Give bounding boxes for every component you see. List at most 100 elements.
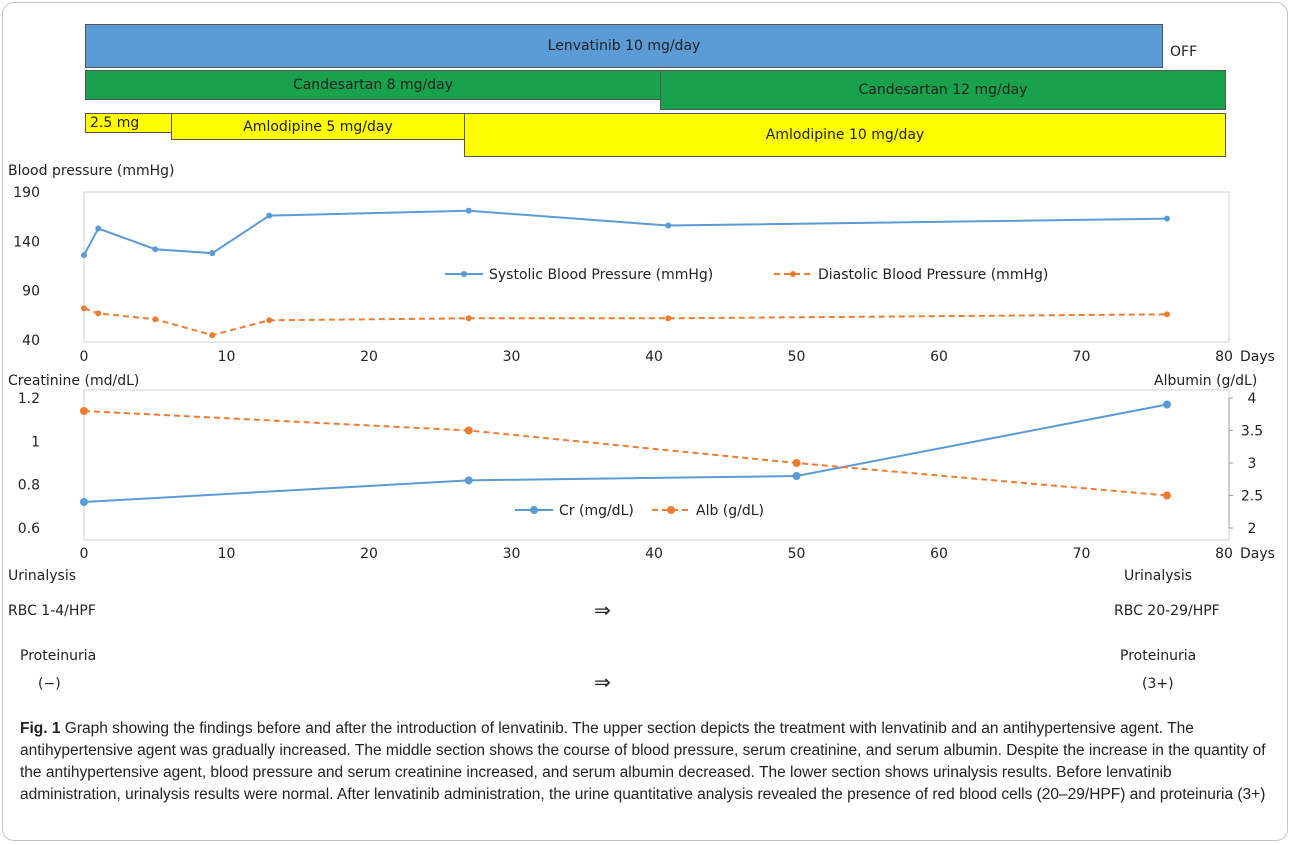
lab-series-0-line bbox=[83, 403, 1168, 503]
lab-right-y-tick-label: 3.5 bbox=[1241, 424, 1263, 440]
bp-x-tick-label: 10 bbox=[218, 349, 236, 365]
bp-legend-marker-1 bbox=[790, 271, 796, 277]
candesartan-12-bar: Candesartan 12 mg/day bbox=[660, 70, 1226, 110]
lab-y-axis-label-right: Albumin (g/dL) bbox=[1154, 373, 1257, 389]
proteinuria-arrow: ⇒ bbox=[594, 670, 611, 694]
bp-y-tick-label: 140 bbox=[13, 234, 40, 250]
lab-series-1-line bbox=[83, 410, 1168, 497]
lab-x-tick-label: 70 bbox=[1073, 546, 1091, 562]
amlodipine-5-label: Amlodipine 5 mg/day bbox=[243, 118, 393, 135]
urinalysis-left-title: Urinalysis bbox=[8, 568, 76, 584]
lab-y-tick-label: 0.6 bbox=[18, 521, 40, 537]
lab-series-0-point bbox=[464, 476, 473, 485]
lab-series-1-point bbox=[792, 459, 801, 467]
lab-x-tick-label: 20 bbox=[360, 546, 378, 562]
bp-series-1-point bbox=[152, 316, 159, 323]
rbc-arrow: ⇒ bbox=[594, 598, 611, 622]
caption-text: Graph showing the findings before and af… bbox=[20, 720, 1266, 803]
bp-series-0-point bbox=[152, 246, 159, 253]
lab-legend-label-1: Alb (g/dL) bbox=[696, 503, 764, 519]
bp-x-axis-label: Days bbox=[1240, 349, 1275, 365]
bp-y-tick-label: 190 bbox=[13, 185, 40, 201]
bp-series-0-point bbox=[209, 250, 216, 257]
lab-series-1-point bbox=[80, 407, 88, 415]
bp-series-1-point bbox=[209, 332, 216, 339]
lab-x-tick-label: 60 bbox=[930, 546, 948, 562]
bp-series-1-point bbox=[465, 315, 472, 322]
charts-svg: Blood pressure (mmHg) Days 0 10 20 30 40 50 60… bbox=[8, 163, 1275, 562]
urinalysis-right-title: Urinalysis bbox=[1124, 568, 1192, 584]
lenvatinib-bar: Lenvatinib 10 mg/day bbox=[85, 24, 1163, 68]
bp-series-0-point bbox=[665, 222, 672, 229]
lab-x-tick-label: 80 bbox=[1215, 546, 1233, 562]
bp-x-tick-label: 70 bbox=[1073, 349, 1091, 365]
bp-series-0-point bbox=[81, 252, 87, 259]
bp-series-1-point bbox=[81, 305, 87, 312]
bp-series-1-point bbox=[665, 315, 672, 322]
lab-y-tick-label: 1 bbox=[31, 434, 40, 450]
bp-series-1-line bbox=[83, 307, 1168, 337]
bp-legend: Systolic Blood Pressure (mmHg) Diastolic … bbox=[445, 267, 1048, 283]
bp-series-0-point bbox=[95, 225, 102, 232]
lab-series-0-point bbox=[792, 472, 801, 480]
lab-right-y-tick-label: 4 bbox=[1248, 391, 1257, 407]
lab-y-tick-label: 1.2 bbox=[18, 391, 40, 407]
urinalysis-right-rbc: RBC 20-29/HPF bbox=[1114, 603, 1220, 619]
lab-series-0-point bbox=[1163, 400, 1171, 409]
lab-series-1-point bbox=[464, 426, 473, 435]
lab-y-tick-label: 0.8 bbox=[18, 478, 40, 494]
lenvatinib-label: Lenvatinib 10 mg/day bbox=[547, 38, 701, 54]
bp-x-tick-label: 20 bbox=[360, 349, 378, 365]
lenvatinib-off-label: OFF bbox=[1170, 44, 1198, 60]
amlodipine-10-bar: Amlodipine 10 mg/day bbox=[464, 113, 1226, 157]
amlodipine-5-bar: Amlodipine 5 mg/day bbox=[171, 113, 465, 140]
bp-y-tick-label: 90 bbox=[22, 284, 40, 300]
lab-x-tick-label: 30 bbox=[503, 546, 521, 562]
lab-legend-marker-1 bbox=[667, 506, 675, 514]
bp-series-0-line bbox=[83, 209, 1168, 256]
lab-x-tick-label: 40 bbox=[645, 546, 663, 562]
amlodipine-2-5-label: 2.5 mg bbox=[90, 115, 140, 131]
bp-x-tick-label: 40 bbox=[645, 349, 663, 365]
bp-x-tick-label: 80 bbox=[1215, 349, 1233, 365]
bp-legend-label-1: Diastolic Blood Pressure (mmHg) bbox=[818, 267, 1048, 283]
bp-series-0-point bbox=[465, 207, 472, 214]
amlodipine-2-5-bar: 2.5 mg bbox=[85, 113, 172, 133]
bp-series-1-point bbox=[266, 317, 273, 324]
candesartan-12-label: Candesartan 12 mg/day bbox=[858, 82, 1028, 98]
bp-x-tick-label: 0 bbox=[80, 349, 89, 365]
lab-x-axis-label: Days bbox=[1240, 546, 1275, 562]
bp-series-0-point bbox=[266, 212, 273, 219]
bp-legend-marker-0 bbox=[461, 271, 467, 277]
urinalysis-left-rbc: RBC 1-4/HPF bbox=[8, 603, 96, 619]
bp-y-axis-label: Blood pressure (mmHg) bbox=[8, 163, 175, 179]
figure-caption: Fig. 1 Graph showing the findings before… bbox=[20, 718, 1270, 806]
lab-legend-marker-0 bbox=[530, 506, 538, 514]
lab-y-axis-label-left: Creatinine (md/dL) bbox=[8, 373, 139, 389]
lab-series-0-point bbox=[80, 498, 88, 506]
bp-x-tick-label: 30 bbox=[503, 349, 521, 365]
bp-legend-label-0: Systolic Blood Pressure (mmHg) bbox=[489, 267, 713, 283]
caption-label: Fig. 1 bbox=[20, 720, 61, 737]
bp-y-tick-label: 40 bbox=[22, 333, 40, 349]
bp-series-1-point bbox=[95, 310, 102, 317]
bp-x-tick-label: 60 bbox=[930, 349, 948, 365]
bp-plot-frame bbox=[83, 191, 1230, 343]
lab-legend: Cr (mg/dL) Alb (g/dL) bbox=[515, 503, 764, 519]
amlodipine-10-label: Amlodipine 10 mg/day bbox=[765, 127, 925, 143]
lab-x-tick-label: 10 bbox=[218, 546, 236, 562]
proteinuria-right-value: (3+) bbox=[1142, 676, 1174, 692]
lab-series-1-point bbox=[1163, 491, 1171, 500]
lab-right-y-tick-label: 2.5 bbox=[1241, 489, 1263, 505]
lab-x-tick-label: 0 bbox=[80, 546, 89, 562]
bp-series-0-point bbox=[1164, 215, 1170, 222]
lab-legend-label-0: Cr (mg/dL) bbox=[559, 503, 634, 519]
bp-x-tick-label: 50 bbox=[788, 349, 806, 365]
proteinuria-left-title: Proteinuria bbox=[20, 648, 97, 664]
lab-right-y-tick-label: 3 bbox=[1248, 456, 1257, 472]
lab-right-y-tick-label: 2 bbox=[1248, 521, 1257, 537]
lab-plot-frame bbox=[83, 389, 1230, 541]
proteinuria-right-title: Proteinuria bbox=[1120, 648, 1197, 664]
candesartan-8-label: Candesartan 8 mg/day bbox=[292, 77, 454, 93]
